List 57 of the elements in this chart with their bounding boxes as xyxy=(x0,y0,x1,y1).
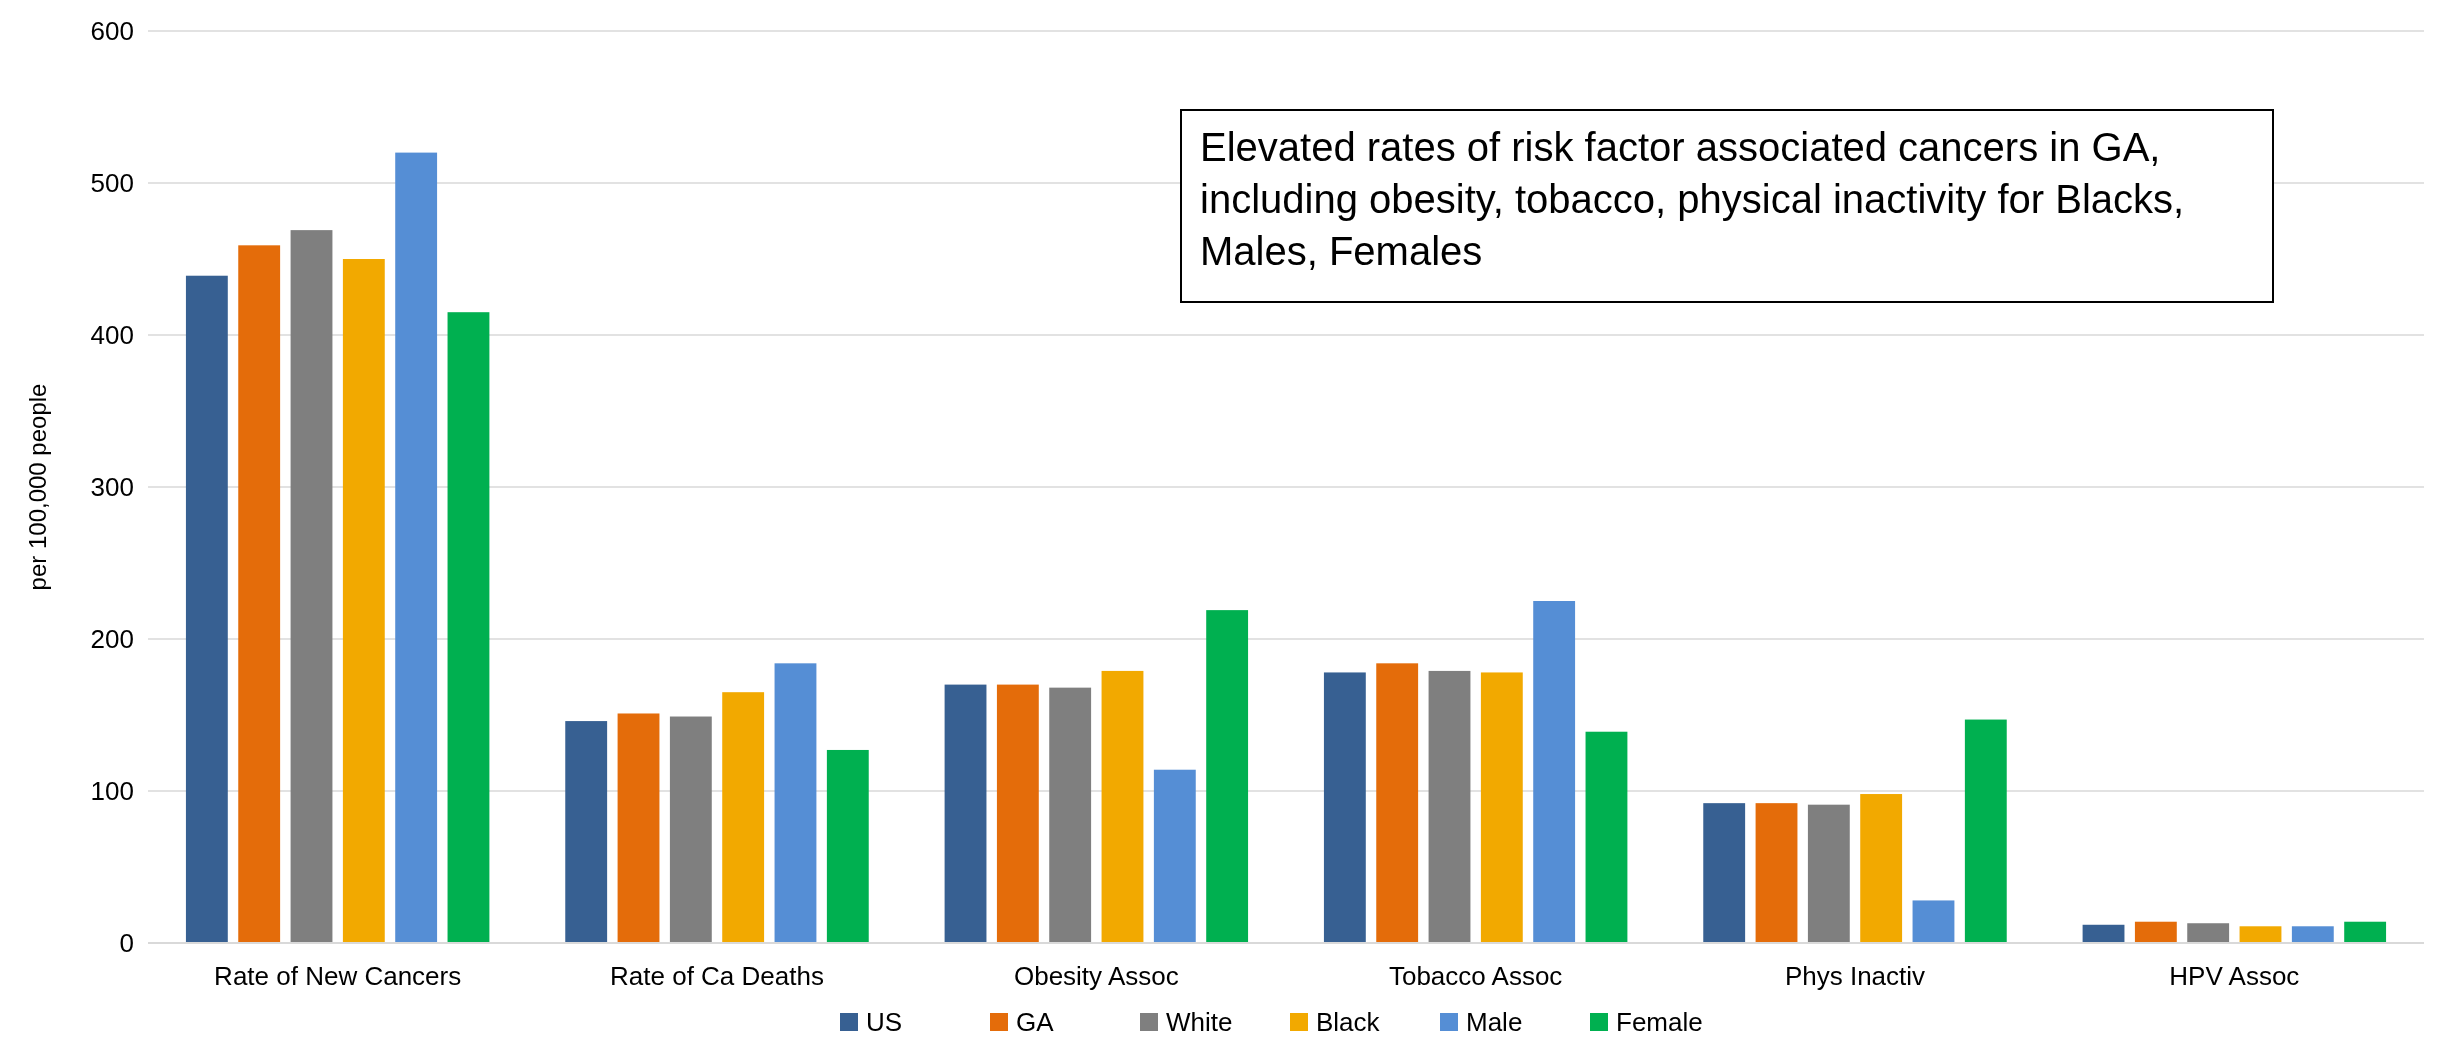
bar xyxy=(617,713,660,943)
y-tick-label: 200 xyxy=(90,624,134,655)
x-tick-label: Phys Inactiv xyxy=(1784,961,1926,991)
y-tick-label: 100 xyxy=(90,776,134,807)
legend-label: GA xyxy=(1016,1007,1055,1038)
x-tick-label: Tobacco Assoc xyxy=(1388,961,1563,991)
bar xyxy=(2291,926,2334,943)
bar xyxy=(2239,926,2282,943)
bar xyxy=(565,721,608,943)
legend-label: White xyxy=(1166,1007,1233,1038)
y-tick-label: 300 xyxy=(90,472,134,503)
bar xyxy=(395,152,438,943)
bar xyxy=(342,259,385,943)
bar xyxy=(1376,663,1419,943)
bar xyxy=(290,230,333,943)
bar xyxy=(1428,670,1471,943)
bar xyxy=(826,749,869,943)
bar xyxy=(2344,921,2387,943)
bar xyxy=(1206,610,1249,943)
x-tick-label: Obesity Assoc xyxy=(1013,961,1179,991)
bar xyxy=(722,692,765,943)
x-tick-label: HPV Assoc xyxy=(2169,961,2300,991)
legend-label: Female xyxy=(1616,1007,1703,1038)
annotation: Elevated rates of risk factor associated cancers in GA, including obesity, tobacco, physical inactivity for Blacks, Males, Females xyxy=(1180,109,2274,303)
y-axis-title: per 100,000 people xyxy=(24,383,51,591)
y-tick-label: 500 xyxy=(90,168,134,199)
legend-label: Male xyxy=(1466,1007,1523,1038)
y-tick-label: 400 xyxy=(90,320,134,351)
bar xyxy=(238,245,281,943)
bar xyxy=(2082,924,2125,943)
y-tick-label: 0 xyxy=(119,928,134,959)
bar xyxy=(1153,769,1196,943)
bar xyxy=(2134,921,2177,943)
bar xyxy=(1755,803,1798,943)
bar xyxy=(774,663,817,943)
x-tick-label: Rate of New Cancers xyxy=(214,961,462,991)
legend-label: US xyxy=(866,1007,903,1038)
bar xyxy=(996,684,1039,943)
bar xyxy=(1101,670,1144,943)
bar xyxy=(944,684,987,943)
bar xyxy=(1323,672,1366,943)
bar xyxy=(1585,731,1628,943)
bar xyxy=(2187,923,2230,943)
bar xyxy=(447,312,490,943)
bar xyxy=(1480,672,1523,943)
bar xyxy=(1703,803,1746,943)
bar xyxy=(1807,804,1850,943)
x-tick-label: Rate of Ca Deaths xyxy=(610,961,824,991)
bar xyxy=(1533,601,1576,943)
legend-label: Black xyxy=(1316,1007,1381,1038)
bar xyxy=(669,716,712,943)
bar xyxy=(1912,900,1955,943)
y-tick-label: 600 xyxy=(90,16,134,47)
bar xyxy=(1049,687,1092,943)
bar xyxy=(185,275,228,943)
bar xyxy=(1964,719,2007,943)
bar xyxy=(1860,794,1903,943)
